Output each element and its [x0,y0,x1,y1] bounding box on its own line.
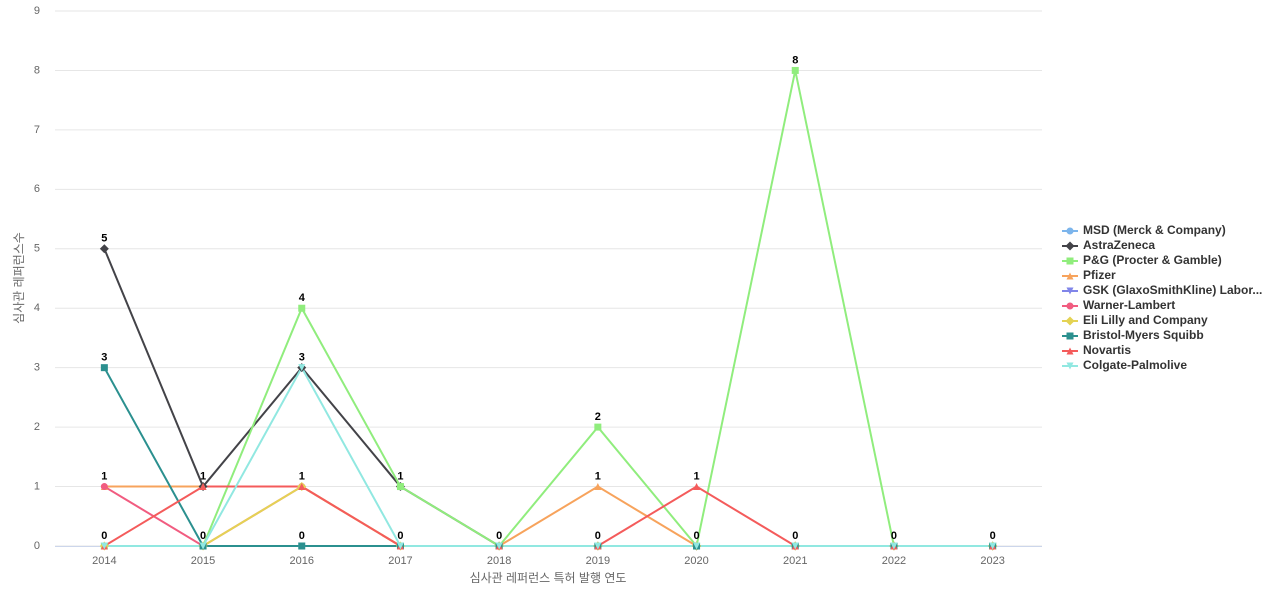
data-label: 2 [595,411,601,423]
legend-label: Colgate-Palmolive [1083,358,1187,372]
x-tick-label: 2020 [684,555,708,567]
legend-marker [1066,257,1074,265]
legend-marker [1066,227,1074,235]
series-line [104,485,993,547]
y-tick-label: 2 [34,421,40,433]
legend-marker [1066,287,1074,295]
x-tick-label: 2016 [290,555,314,567]
legend-label: Bristol-Myers Squibb [1083,328,1204,342]
y-tick-label: 7 [34,124,40,136]
legend-label: Eli Lilly and Company [1083,313,1208,327]
y-tick-label: 4 [34,302,40,314]
data-point [989,542,997,550]
data-label: 1 [693,470,699,482]
data-point [396,542,404,550]
data-label: 3 [101,352,107,364]
x-tick-label: 2014 [92,555,116,567]
legend-label: MSD (Merck & Company) [1083,223,1226,237]
data-point [594,542,602,550]
data-point [99,244,109,254]
data-point [298,304,306,312]
legend-marker [1066,332,1074,340]
legend-marker [1066,362,1074,370]
data-label: 0 [200,530,206,542]
y-tick-label: 3 [34,362,40,374]
data-point [594,423,602,431]
data-point [495,542,503,550]
legend-label: P&G (Procter & Gamble) [1083,253,1222,267]
legend-marker [1066,347,1074,355]
data-label: 1 [101,470,107,482]
data-label: 1 [397,470,403,482]
legend-label: Warner-Lambert [1083,298,1175,312]
data-label: 0 [496,530,502,542]
data-label: 0 [693,530,699,542]
legend-marker [1066,302,1074,310]
data-point [100,364,108,372]
y-tick-label: 0 [34,540,40,552]
y-tick-label: 5 [34,243,40,255]
series-line [103,248,993,547]
data-label: 0 [990,530,996,542]
data-point [100,483,108,491]
y-tick-label: 8 [34,64,40,76]
data-label: 0 [792,530,798,542]
x-tick-label: 2022 [882,555,906,567]
x-tick-label: 2015 [191,555,215,567]
legend-marker [1065,316,1075,326]
data-point [199,542,207,550]
x-tick-label: 2018 [487,555,511,567]
series-line [104,365,993,547]
y-tick-label: 9 [34,5,40,17]
data-label: 0 [299,530,305,542]
data-point [791,542,799,550]
data-point [100,542,108,550]
data-point [693,542,701,550]
y-tick-label: 1 [34,480,40,492]
data-point [594,483,602,491]
data-point [298,483,306,491]
legend-label: AstraZeneca [1083,238,1155,252]
data-label: 0 [595,530,601,542]
data-label: 0 [891,530,897,542]
series-line [104,70,993,549]
data-point [298,542,306,550]
data-point [791,66,799,74]
legend-marker [1065,241,1075,251]
data-label: 1 [299,470,305,482]
data-label: 0 [101,530,107,542]
data-label: 8 [792,54,798,66]
data-point [199,483,207,491]
data-point [890,542,898,550]
x-tick-label: 2017 [388,555,412,567]
data-label: 1 [595,470,601,482]
x-axis-title: 심사관 레퍼런스 특허 발행 연도 [470,570,627,585]
legend-label: Pfizer [1083,268,1116,282]
data-point [298,364,306,372]
x-tick-label: 2019 [586,555,610,567]
data-point [693,483,701,491]
x-tick-label: 2023 [980,555,1004,567]
data-point [396,483,404,491]
data-label: 4 [299,292,306,304]
y-tick-label: 6 [34,183,40,195]
data-label: 0 [397,530,403,542]
legend-label: Novartis [1083,343,1131,357]
x-tick-label: 2021 [783,555,807,567]
legend-label: GSK (GlaxoSmithKline) Labor... [1083,283,1262,297]
data-label: 3 [299,352,305,364]
legend-marker [1066,272,1074,280]
data-label: 1 [200,470,206,482]
data-label: 5 [101,233,107,245]
series-line [103,367,993,547]
y-axis-title: 심사관 레퍼런스수 [12,232,26,324]
